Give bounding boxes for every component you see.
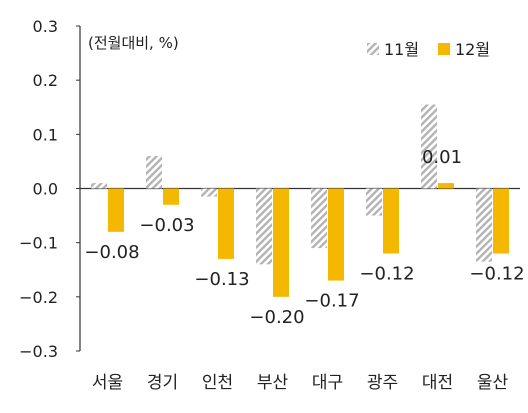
category-label: 인천	[202, 373, 233, 393]
data-label: −0.12	[469, 264, 524, 285]
unit-label: (전월대비, %)	[88, 34, 179, 52]
y-tick-label: 0.2	[33, 71, 58, 90]
category-label: 서울	[92, 373, 123, 393]
y-tick-label: −0.2	[19, 288, 58, 307]
bar-series-2	[273, 188, 289, 297]
bar-series-2	[438, 183, 454, 189]
bar-series-1	[201, 188, 217, 197]
bar-series-2	[163, 188, 179, 205]
y-tick-label: −0.3	[19, 342, 58, 361]
category-label: 광주	[367, 373, 398, 393]
legend-swatch	[367, 43, 379, 55]
category-label: 대구	[312, 373, 343, 393]
data-label: 0.01	[422, 147, 462, 168]
category-label: 울산	[477, 373, 509, 393]
legend: 11월 12월	[367, 40, 490, 59]
axes: 0.3 0.2 0.1 0.0 −0.1 −0.2 −0.3 서울 경기 인천 부산 대구 광주 대전 울산	[19, 17, 520, 393]
bar-series-2	[328, 188, 344, 281]
bar-series-2	[383, 188, 399, 254]
bar-series-2	[108, 188, 124, 232]
bar-series-2	[218, 188, 234, 259]
data-label: −0.17	[304, 291, 359, 312]
category-label: 경기	[147, 373, 178, 393]
bars	[91, 104, 509, 297]
bar-series-1	[256, 188, 272, 265]
legend-label: 12월	[455, 40, 490, 59]
bar-series-2	[493, 188, 509, 254]
y-tick-label: 0.1	[33, 125, 58, 144]
data-label: −0.08	[84, 242, 139, 263]
data-label: −0.20	[249, 307, 304, 328]
data-label: −0.12	[359, 264, 414, 285]
y-tick-label: 0.3	[33, 17, 58, 36]
bar-series-1	[366, 188, 382, 216]
bar-series-1	[476, 188, 492, 262]
category-label: 부산	[257, 373, 289, 393]
data-label: −0.03	[139, 215, 194, 236]
y-tick-label: −0.1	[19, 234, 58, 253]
labels: −0.08−0.03−0.13−0.20−0.17−0.120.01−0.12	[84, 147, 524, 328]
y-tick-label: 0.0	[33, 180, 58, 199]
bar-series-1	[421, 104, 437, 189]
bar-series-1	[311, 188, 327, 249]
legend-swatch	[438, 43, 450, 55]
category-label: 대전	[422, 373, 453, 393]
legend-label: 11월	[384, 40, 419, 59]
data-label: −0.13	[194, 269, 249, 290]
bar-series-1	[91, 183, 107, 189]
bar-series-1	[146, 156, 162, 189]
